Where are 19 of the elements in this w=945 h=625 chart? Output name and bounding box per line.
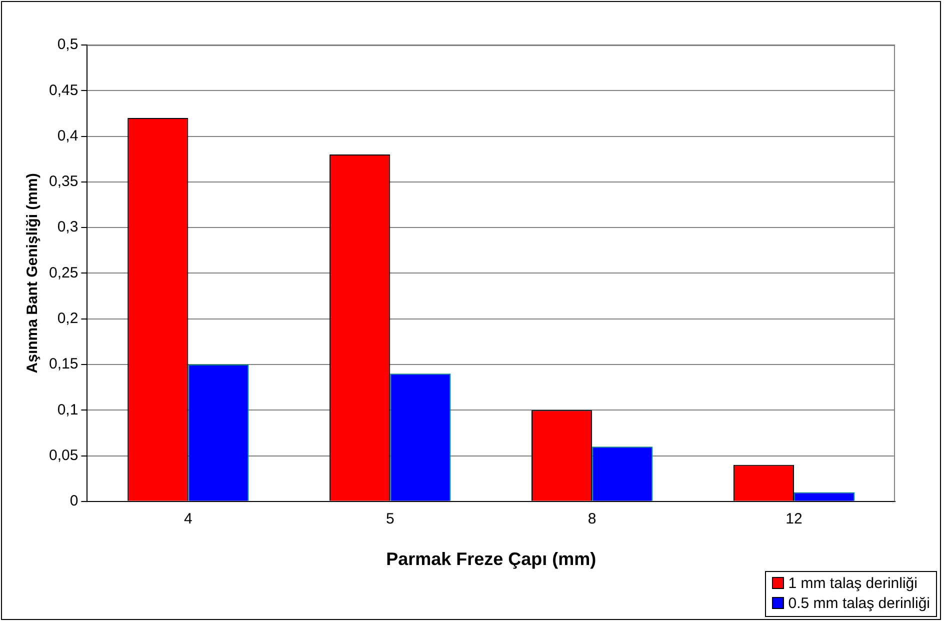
y-tick-label: 0,3 <box>57 218 78 236</box>
y-axis-title: Aşınma Bant Genişliği (mm) <box>24 173 42 374</box>
y-tick-label: 0,2 <box>57 310 78 327</box>
x-tick-label: 12 <box>786 510 802 528</box>
y-tick-label: 0,25 <box>48 264 78 282</box>
y-tick-label: 0,1 <box>57 401 78 418</box>
legend-label: 1 mm talaş derinliği <box>788 575 918 592</box>
y-tick-label: 0,5 <box>57 36 78 54</box>
y-tick-label: 0,15 <box>48 356 78 373</box>
y-tick-label: 0,05 <box>48 446 78 464</box>
y-tick-label: 0,4 <box>57 127 78 144</box>
y-tick-label: 0 <box>70 492 78 510</box>
y-tick-label: 0,45 <box>48 82 78 99</box>
y-tick-label: 0,35 <box>48 173 78 190</box>
legend-label: 0.5 mm talaş derinliği <box>788 595 930 612</box>
x-axis-title: Parmak Freze Çapı (mm) <box>386 549 596 570</box>
x-tick-label: 8 <box>588 510 596 528</box>
x-tick-label: 4 <box>184 510 192 528</box>
x-tick-label: 5 <box>386 510 394 528</box>
